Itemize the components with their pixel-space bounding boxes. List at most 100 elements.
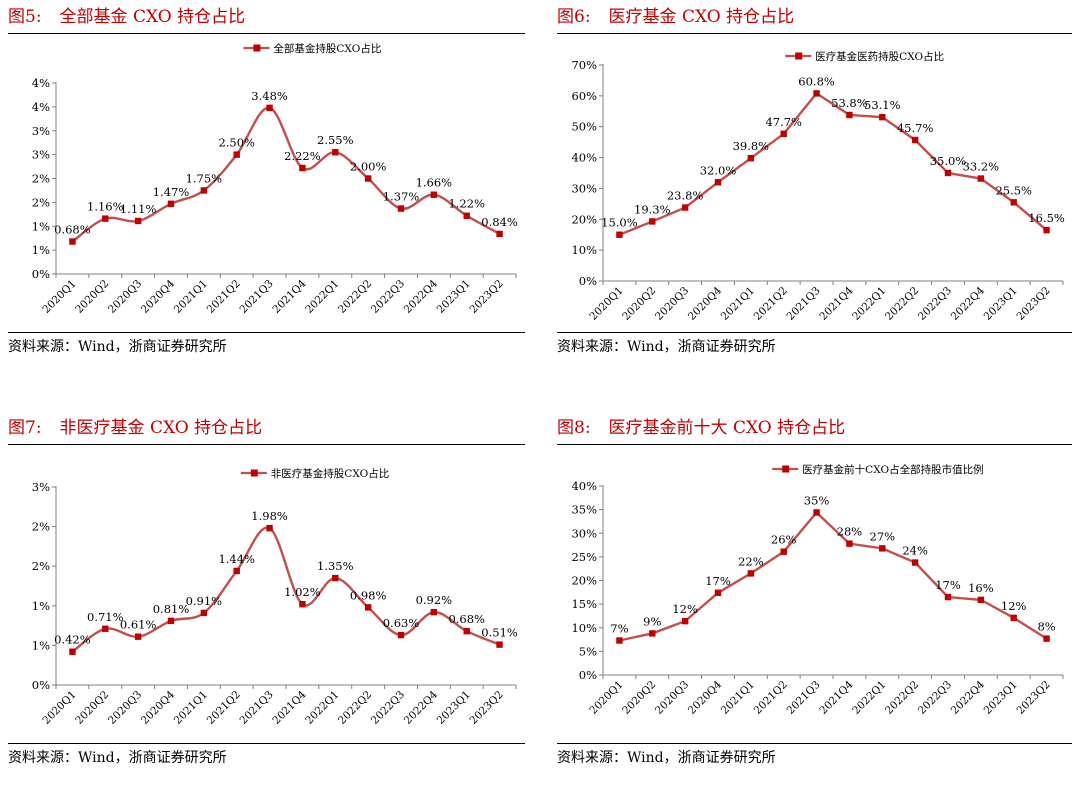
chart-panel-fig6: 图6: 医疗基金 CXO 持仓占比 0% 10% 20% 30% 40% 50% 60% 70%… — [557, 2, 1080, 382]
data-point — [977, 596, 985, 604]
y-tick-label: 1% — [32, 599, 50, 613]
title-rule — [8, 444, 525, 445]
data-label: 0.81% — [153, 602, 190, 616]
data-label: 53.8% — [831, 96, 868, 110]
data-label: 35.0% — [930, 154, 967, 168]
x-tick-label: 2020Q3 — [653, 285, 691, 323]
chart-panel-fig5: 图5: 全部基金 CXO 持仓占比 0% 1% 1% 2% 2% 3% 3% 4% 4% 2020Q… — [8, 2, 543, 382]
y-tick-label: 3% — [32, 124, 50, 138]
title-rule — [557, 33, 1072, 34]
x-tick-label: 2021Q3 — [237, 689, 275, 727]
data-point — [1010, 614, 1017, 622]
data-point — [616, 637, 623, 644]
y-tick-label: 5% — [579, 644, 597, 658]
y-tick-label: 40% — [571, 151, 597, 165]
data-label: 12% — [672, 602, 698, 616]
data-point — [714, 589, 722, 596]
series-line — [618, 91, 1048, 236]
data-label: 25.5% — [995, 183, 1032, 197]
chart-svg: 0%1%1%2%2%3%2020Q12020Q22020Q32020Q42021… — [32, 467, 518, 727]
data-point — [944, 169, 952, 177]
y-tick-label: 40% — [571, 479, 597, 493]
data-label: 32.0% — [700, 163, 737, 177]
data-point — [397, 631, 405, 639]
y-tick-label: 2% — [32, 195, 50, 209]
chart-title: 图8: 医疗基金前十大 CXO 持仓占比 — [557, 413, 845, 443]
x-tick-label: 2021Q2 — [752, 285, 790, 323]
x-tick-label: 2022Q3 — [369, 689, 407, 727]
x-tick-label: 2023Q1 — [435, 278, 473, 316]
data-point — [780, 130, 787, 138]
data-point — [299, 601, 306, 608]
x-tick-label: 2022Q4 — [949, 284, 987, 322]
data-label: 39.8% — [733, 139, 770, 153]
data-label: 24% — [902, 544, 928, 558]
chart-panel-fig7: 图7: 非医疗基金 CXO 持仓占比 0% 1% 1% 2% 2% 3% 2020Q1 2020… — [8, 413, 543, 793]
x-tick-label: 2020Q1 — [587, 679, 625, 717]
data-point — [69, 238, 76, 245]
data-point — [134, 633, 142, 640]
data-label: 0.98% — [350, 588, 387, 602]
data-label: 47.7% — [765, 115, 802, 129]
legend-label: 非医疗基金持股CXO占比 — [271, 467, 389, 480]
x-tick-label: 2022Q4 — [949, 678, 987, 716]
chart-svg: 0%10%20%30%40%50%60%70%2020Q12020Q22020Q… — [571, 50, 1064, 323]
data-point — [944, 593, 952, 601]
y-tick-label: 0% — [32, 267, 50, 281]
y-tick-label: 70% — [571, 58, 597, 72]
y-tick-label: 20% — [571, 574, 597, 588]
data-label: 60.8% — [798, 74, 835, 88]
figure-number: 图8: — [557, 418, 591, 438]
x-tick-label: 2022Q4 — [402, 688, 440, 726]
chart-panel-fig8: 图8: 医疗基金前十大 CXO 持仓占比 0% 5% 10% 15% 20% 25% 30% 3… — [557, 413, 1080, 793]
x-tick-label: 2021Q3 — [784, 679, 822, 717]
data-point — [430, 608, 438, 616]
data-point — [747, 570, 755, 577]
data-label: 2.22% — [284, 149, 321, 163]
data-label: 1.16% — [87, 200, 124, 214]
data-point — [102, 215, 109, 222]
title-rule — [8, 33, 525, 34]
chart-svg: 0% 1% 1% 2% 2% 3% 3% 4% 4% 2020Q12020Q22020Q32020… — [32, 42, 518, 316]
data-label: 22% — [738, 554, 764, 568]
data-label: 19.3% — [634, 202, 671, 216]
x-tick-label: 2022Q1 — [850, 679, 888, 717]
y-tick-label: 2% — [32, 520, 50, 534]
y-tick-label: 25% — [571, 550, 597, 564]
data-label: 17% — [705, 574, 731, 588]
source-note: 资料来源：Wind，浙商证券研究所 — [8, 750, 227, 766]
x-tick-label: 2021Q3 — [237, 278, 275, 316]
data-point — [1043, 635, 1050, 642]
data-point — [134, 217, 142, 225]
data-point — [233, 151, 240, 158]
y-tick-label: 4% — [32, 100, 50, 114]
data-point — [1010, 199, 1017, 206]
x-tick-label: 2020Q3 — [106, 689, 144, 727]
data-point — [879, 545, 886, 552]
data-point — [681, 204, 689, 211]
data-label: 8% — [1037, 620, 1055, 634]
chart-title: 图7: 非医疗基金 CXO 持仓占比 — [8, 413, 262, 443]
data-point — [463, 212, 470, 219]
x-tick-label: 2020Q2 — [620, 679, 658, 717]
data-label: 2.00% — [350, 160, 387, 174]
x-tick-label: 2020Q1 — [40, 689, 78, 727]
legend-marker — [250, 469, 258, 477]
data-point — [430, 191, 438, 198]
data-point — [846, 540, 853, 547]
x-tick-label: 2021Q2 — [205, 689, 243, 727]
data-point — [167, 617, 175, 625]
data-point — [977, 175, 985, 182]
chart-plot: 0% 5% 10% 15% 20% 25% 30% 35% 40% 2020Q1 2020Q2 202… — [557, 447, 1080, 745]
data-point — [1043, 226, 1050, 234]
chart-svg: 0%5%10%15%20%25%30%35%40%2020Q12020Q2202… — [571, 463, 1064, 717]
data-label: 0.71% — [87, 610, 124, 624]
legend-marker — [782, 465, 790, 473]
data-label: 7% — [610, 622, 628, 636]
data-point — [299, 164, 306, 172]
chart-title: 图6: 医疗基金 CXO 持仓占比 — [557, 2, 794, 32]
figure-title: 全部基金 CXO 持仓占比 — [59, 7, 246, 27]
data-label: 1.98% — [251, 509, 288, 523]
data-label: 0.68% — [448, 612, 485, 626]
x-tick-label: 2022Q1 — [303, 278, 341, 316]
